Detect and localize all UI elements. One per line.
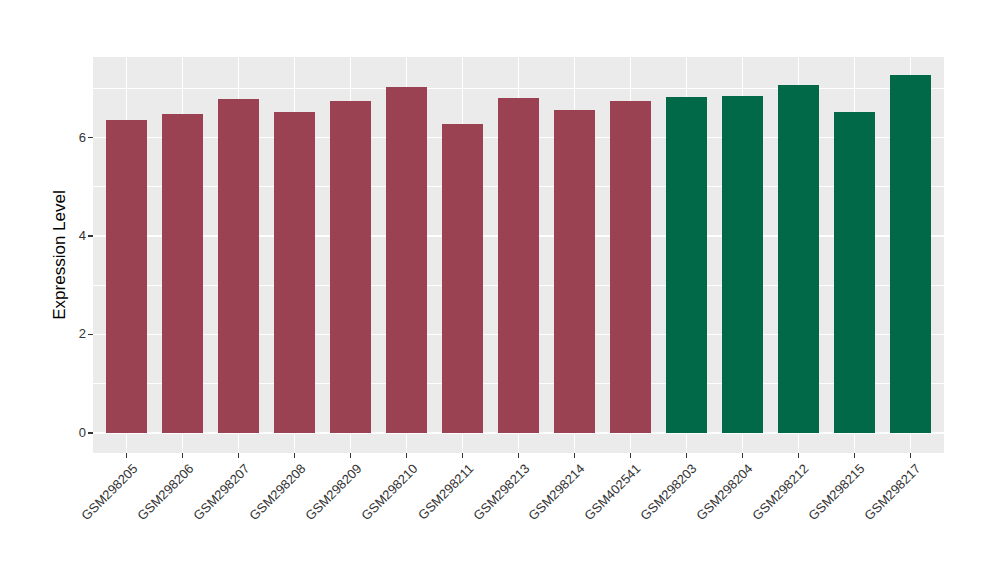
bar-GSM298215 xyxy=(834,112,875,433)
x-tick-mark xyxy=(574,453,576,458)
x-tick-mark xyxy=(910,453,912,458)
x-tick-label-GSM298215: GSM298215 xyxy=(744,461,868,580)
x-tick-mark xyxy=(462,453,464,458)
bar-GSM298209 xyxy=(330,101,371,433)
x-tick-mark xyxy=(238,453,240,458)
bar-GSM298207 xyxy=(218,99,259,433)
x-tick-label-GSM298204: GSM298204 xyxy=(632,461,756,580)
bar-GSM298203 xyxy=(666,97,707,433)
bar-GSM298205 xyxy=(106,120,147,433)
y-axis-title: Expression Level xyxy=(50,190,70,319)
x-tick-label-GSM402541: GSM402541 xyxy=(520,461,644,580)
x-tick-mark xyxy=(686,453,688,458)
y-tick-label: 4 xyxy=(56,228,86,244)
y-tick-mark xyxy=(88,432,93,434)
x-tick-mark xyxy=(630,453,632,458)
bar-GSM298211 xyxy=(442,124,483,433)
bar-GSM298208 xyxy=(274,112,315,433)
x-tick-label-GSM298205: GSM298205 xyxy=(16,461,140,580)
x-tick-mark xyxy=(798,453,800,458)
x-tick-mark xyxy=(742,453,744,458)
bar-GSM298206 xyxy=(162,114,203,433)
expression-level-bar-chart: Expression Level 0246GSM298205GSM298206G… xyxy=(0,0,1000,580)
bar-GSM298210 xyxy=(386,87,427,432)
chart-panel xyxy=(93,57,944,453)
x-tick-label-GSM298217: GSM298217 xyxy=(800,461,924,580)
x-tick-label-GSM298203: GSM298203 xyxy=(576,461,700,580)
y-tick-label: 0 xyxy=(56,425,86,441)
bar-GSM298204 xyxy=(722,96,763,433)
x-tick-mark xyxy=(350,453,352,458)
y-tick-mark xyxy=(88,137,93,139)
x-tick-mark xyxy=(854,453,856,458)
x-tick-mark xyxy=(182,453,184,458)
x-tick-mark xyxy=(126,453,128,458)
x-tick-label-GSM298212: GSM298212 xyxy=(688,461,812,580)
y-tick-mark xyxy=(88,334,93,336)
x-tick-mark xyxy=(294,453,296,458)
bar-GSM402541 xyxy=(610,101,651,433)
y-tick-mark xyxy=(88,235,93,237)
y-tick-label: 6 xyxy=(56,130,86,146)
y-tick-label: 2 xyxy=(56,326,86,342)
bar-GSM298217 xyxy=(890,75,931,433)
bar-GSM298212 xyxy=(778,85,819,433)
bar-GSM298214 xyxy=(554,110,595,433)
bar-GSM298213 xyxy=(498,98,539,433)
x-tick-mark xyxy=(518,453,520,458)
x-tick-mark xyxy=(406,453,408,458)
